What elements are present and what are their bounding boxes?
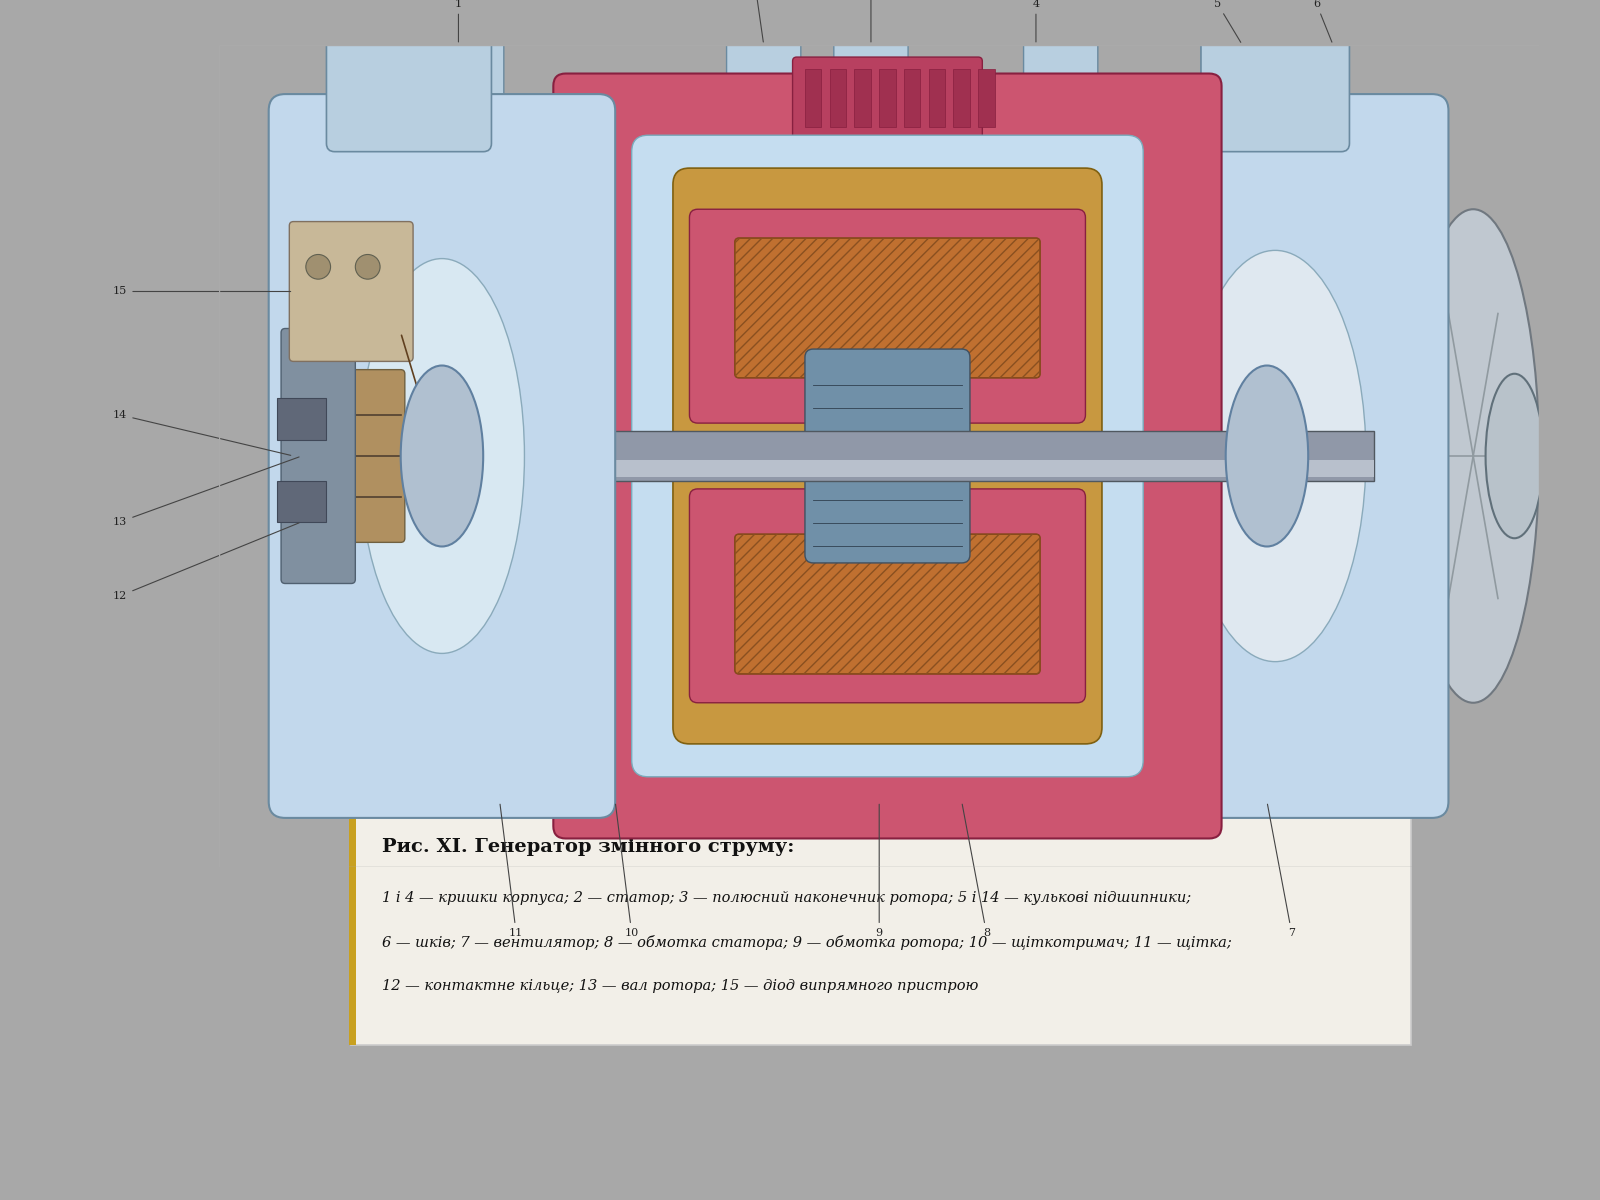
Text: 14: 14	[114, 410, 291, 455]
FancyBboxPatch shape	[690, 488, 1085, 703]
FancyBboxPatch shape	[326, 36, 491, 151]
FancyBboxPatch shape	[554, 73, 1221, 839]
Bar	[277, 481, 326, 522]
Text: 15: 15	[114, 287, 291, 296]
Bar	[302, 460, 1374, 476]
Text: 7: 7	[1267, 804, 1296, 938]
FancyBboxPatch shape	[1205, 41, 1296, 98]
Text: 12 — контактне кільце; 13 — вал ротора; 15 — діод випрямного пристрою: 12 — контактне кільце; 13 — вал ротора; …	[382, 979, 979, 992]
Text: 13: 13	[114, 457, 299, 527]
Bar	[349, 166, 357, 1045]
FancyBboxPatch shape	[674, 168, 1102, 744]
Bar	[880, 70, 896, 127]
FancyBboxPatch shape	[413, 41, 504, 98]
Bar	[978, 70, 995, 127]
FancyBboxPatch shape	[805, 349, 970, 563]
Bar	[904, 70, 920, 127]
FancyBboxPatch shape	[734, 534, 1040, 674]
Bar	[954, 70, 970, 127]
FancyBboxPatch shape	[726, 41, 802, 98]
FancyBboxPatch shape	[1024, 41, 1098, 98]
FancyBboxPatch shape	[1202, 36, 1349, 151]
Text: Рис. XI. Генератор змінного струму:: Рис. XI. Генератор змінного струму:	[382, 838, 795, 856]
Text: 3: 3	[867, 0, 875, 42]
Text: 2: 2	[752, 0, 763, 42]
Text: 1: 1	[454, 0, 462, 42]
Bar	[928, 70, 946, 127]
FancyBboxPatch shape	[792, 58, 982, 139]
Ellipse shape	[1485, 373, 1544, 539]
Text: 4: 4	[1032, 0, 1040, 42]
Bar	[854, 70, 870, 127]
Text: 10: 10	[616, 804, 638, 938]
Text: 1 і 4 — кришки корпуса; 2 — статор; 3 — полюсний наконечник ротора; 5 і 14 — кул: 1 і 4 — кришки корпуса; 2 — статор; 3 — …	[382, 890, 1192, 905]
Text: 6 — шків; 7 — вентилятор; 8 — обмотка статора; 9 — обмотка ротора; 10 — щіткотри: 6 — шків; 7 — вентилятор; 8 — обмотка ст…	[382, 935, 1232, 950]
FancyBboxPatch shape	[834, 41, 909, 98]
Text: 6: 6	[1314, 0, 1331, 42]
FancyBboxPatch shape	[734, 238, 1040, 378]
Text: 12: 12	[114, 523, 299, 601]
Circle shape	[306, 254, 331, 280]
FancyBboxPatch shape	[632, 136, 1142, 776]
Text: 9: 9	[875, 804, 883, 938]
FancyBboxPatch shape	[298, 370, 405, 542]
FancyBboxPatch shape	[1134, 94, 1448, 818]
Ellipse shape	[1408, 209, 1539, 703]
Bar	[277, 398, 326, 439]
Circle shape	[355, 254, 381, 280]
FancyBboxPatch shape	[282, 329, 355, 583]
Ellipse shape	[1184, 251, 1366, 661]
Text: 11: 11	[501, 804, 523, 938]
FancyBboxPatch shape	[290, 222, 413, 361]
Ellipse shape	[400, 366, 483, 546]
FancyBboxPatch shape	[690, 209, 1085, 424]
Bar	[805, 70, 821, 127]
Ellipse shape	[1226, 366, 1309, 546]
Text: 5: 5	[1214, 0, 1240, 42]
Bar	[302, 431, 1374, 481]
Bar	[830, 70, 846, 127]
Text: 8: 8	[962, 804, 990, 938]
Ellipse shape	[360, 258, 525, 654]
FancyBboxPatch shape	[352, 166, 1411, 1045]
FancyBboxPatch shape	[269, 94, 616, 818]
